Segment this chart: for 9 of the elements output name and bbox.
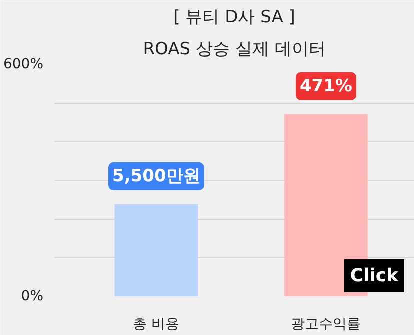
chart-title: [ 뷰티 D사 SA ] (174, 8, 296, 28)
y-tick-label: 600% (3, 56, 44, 72)
x-tick-label: 총 비용 (133, 316, 180, 332)
x-tick-label: 광고수익률 (291, 316, 362, 332)
annotation: Click (350, 266, 400, 286)
y-tick-label: 0% (21, 288, 44, 304)
chart-subtitle: ROAS 상승 실제 데이터 (143, 40, 326, 60)
data-label: 471% (300, 76, 352, 96)
annotation: 5,500만원 (112, 166, 200, 186)
